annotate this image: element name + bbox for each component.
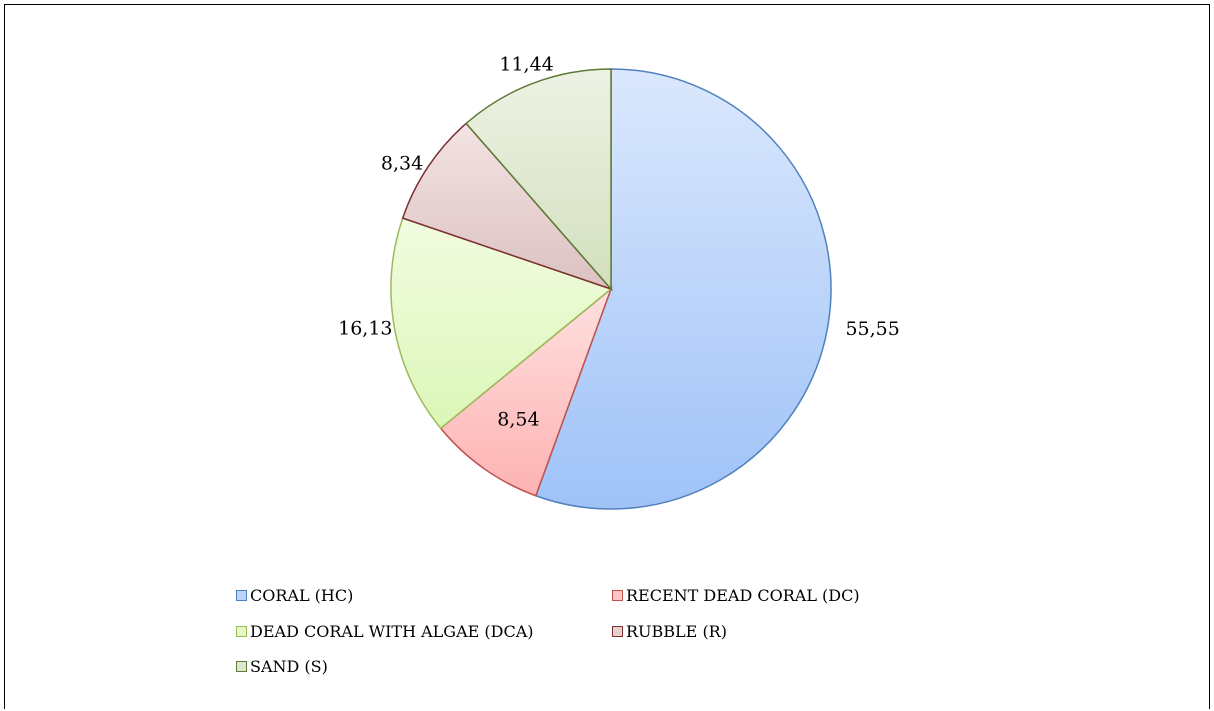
data-label-2: 8,54 bbox=[497, 408, 539, 430]
data-label-3: 16,13 bbox=[338, 317, 392, 339]
data-label-5: 11,44 bbox=[499, 53, 553, 75]
pie-slice-2 bbox=[439, 286, 613, 497]
pie-slice-1 bbox=[534, 68, 832, 510]
data-label-1: 55,55 bbox=[845, 318, 899, 340]
pie-slice-5 bbox=[465, 68, 612, 291]
pie-slice-4 bbox=[401, 122, 614, 291]
data-label-4: 8,34 bbox=[381, 152, 423, 174]
